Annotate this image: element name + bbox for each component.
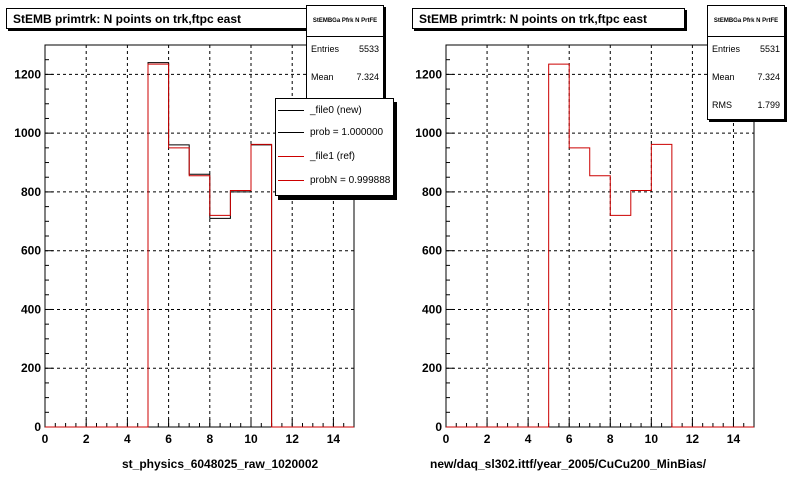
right-y-tick-label: 400 bbox=[422, 302, 442, 316]
legend-label-file0: _file0 (new) bbox=[310, 104, 362, 116]
right-stats-entries-row: Entries 5531 bbox=[712, 44, 780, 54]
left-y-tick-label: 1200 bbox=[14, 67, 41, 81]
left-histogram-series-1 bbox=[45, 63, 354, 428]
right-stats-mean-value: 7.324 bbox=[757, 72, 780, 82]
left-y-tick-label: 0 bbox=[34, 420, 41, 434]
legend-item-file1: _file1 (ref) bbox=[278, 146, 391, 166]
left-x-axis-label: st_physics_6048025_raw_1020002 bbox=[122, 457, 319, 471]
right-y-tick-label: 200 bbox=[422, 361, 442, 375]
left-stats-mean-row: Mean 7.324 bbox=[311, 72, 379, 82]
legend-item-prob: prob = 1.000000 bbox=[278, 122, 391, 142]
legend-swatch-file0 bbox=[278, 109, 304, 111]
left-stats-mean-label: Mean bbox=[311, 72, 334, 82]
left-stats-box: StEMBGa Pfrk N PrtFE Entries 5533 Mean 7… bbox=[306, 5, 384, 102]
right-x-tick-label: 0 bbox=[443, 432, 450, 446]
left-y-tick-label: 600 bbox=[21, 244, 41, 258]
right-stats-entries-value: 5531 bbox=[759, 44, 780, 54]
legend-item-file0: _file0 (new) bbox=[278, 100, 391, 120]
left-stats-entries-value: 5533 bbox=[358, 44, 379, 54]
left-y-tick-label: 1000 bbox=[14, 126, 41, 140]
right-stats-name: StEMBGa Pfrk N PrtFE bbox=[713, 18, 779, 24]
right-stats-divider bbox=[708, 36, 784, 37]
legend-item-probn: probN = 0.999888 bbox=[278, 170, 391, 190]
left-x-tick-label: 2 bbox=[83, 432, 90, 446]
right-title-box: StEMB primtrk: N points on trk,ftpc east bbox=[412, 8, 685, 29]
left-x-tick-label: 10 bbox=[244, 432, 258, 446]
right-y-tick-label: 1000 bbox=[415, 126, 442, 140]
right-stats-mean-label: Mean bbox=[712, 72, 735, 82]
right-stats-rms-value: 1.799 bbox=[757, 100, 780, 110]
right-x-tick-label: 2 bbox=[484, 432, 491, 446]
legend-swatch-prob bbox=[278, 131, 304, 133]
left-stats-entries-label: Entries bbox=[311, 44, 340, 54]
right-x-tick-label: 10 bbox=[645, 432, 659, 446]
right-stats-rms-label: RMS bbox=[712, 100, 732, 110]
right-stats-entries-label: Entries bbox=[712, 44, 741, 54]
right-y-tick-label: 600 bbox=[422, 244, 442, 258]
left-x-tick-label: 6 bbox=[165, 432, 172, 446]
right-x-tick-label: 6 bbox=[566, 432, 573, 446]
left-y-tick-label: 400 bbox=[21, 302, 41, 316]
right-x-tick-label: 8 bbox=[607, 432, 614, 446]
left-title: StEMB primtrk: N points on trk,ftpc east bbox=[13, 12, 242, 26]
right-stats-rms-row: RMS 1.799 bbox=[712, 100, 780, 110]
left-stats-name: StEMBGa Pfrk N PrtFE bbox=[312, 18, 378, 24]
right-x-tick-label: 12 bbox=[686, 432, 700, 446]
left-stats-divider bbox=[307, 36, 383, 37]
left-x-tick-label: 8 bbox=[206, 432, 213, 446]
left-title-box: StEMB primtrk: N points on trk,ftpc east bbox=[6, 8, 308, 29]
right-y-tick-label: 1200 bbox=[415, 67, 442, 81]
left-x-tick-label: 14 bbox=[327, 432, 341, 446]
right-y-tick-label: 800 bbox=[422, 185, 442, 199]
left-y-tick-label: 800 bbox=[21, 185, 41, 199]
left-x-tick-label: 12 bbox=[286, 432, 300, 446]
right-stats-mean-row: Mean 7.324 bbox=[712, 72, 780, 82]
right-plot-frame bbox=[445, 44, 755, 428]
left-y-tick-label: 200 bbox=[21, 361, 41, 375]
right-y-tick-label: 0 bbox=[435, 420, 442, 434]
legend-label-probn: probN = 0.999888 bbox=[310, 174, 391, 186]
legend-label-file1: _file1 (ref) bbox=[310, 150, 356, 162]
left-x-tick-label: 0 bbox=[42, 432, 49, 446]
left-stats-entries-row: Entries 5533 bbox=[311, 44, 379, 54]
legend-swatch-probn bbox=[278, 179, 304, 181]
right-x-tick-label: 14 bbox=[727, 432, 741, 446]
right-x-axis-label: new/daq_sl302.ittf/year_2005/CuCu200_Min… bbox=[430, 457, 707, 471]
right-title: StEMB primtrk: N points on trk,ftpc east bbox=[419, 12, 648, 26]
right-histogram-series-0 bbox=[446, 63, 754, 428]
legend-swatch-file1 bbox=[278, 155, 304, 157]
left-stats-mean-value: 7.324 bbox=[356, 72, 379, 82]
left-legend: _file0 (new) prob = 1.000000 _file1 (ref… bbox=[275, 98, 394, 196]
right-x-tick-label: 4 bbox=[525, 432, 532, 446]
left-x-tick-label: 4 bbox=[124, 432, 131, 446]
right-stats-box: StEMBGa Pfrk N PrtFE Entries 5531 Mean 7… bbox=[707, 5, 785, 120]
legend-label-prob: prob = 1.000000 bbox=[310, 126, 384, 138]
